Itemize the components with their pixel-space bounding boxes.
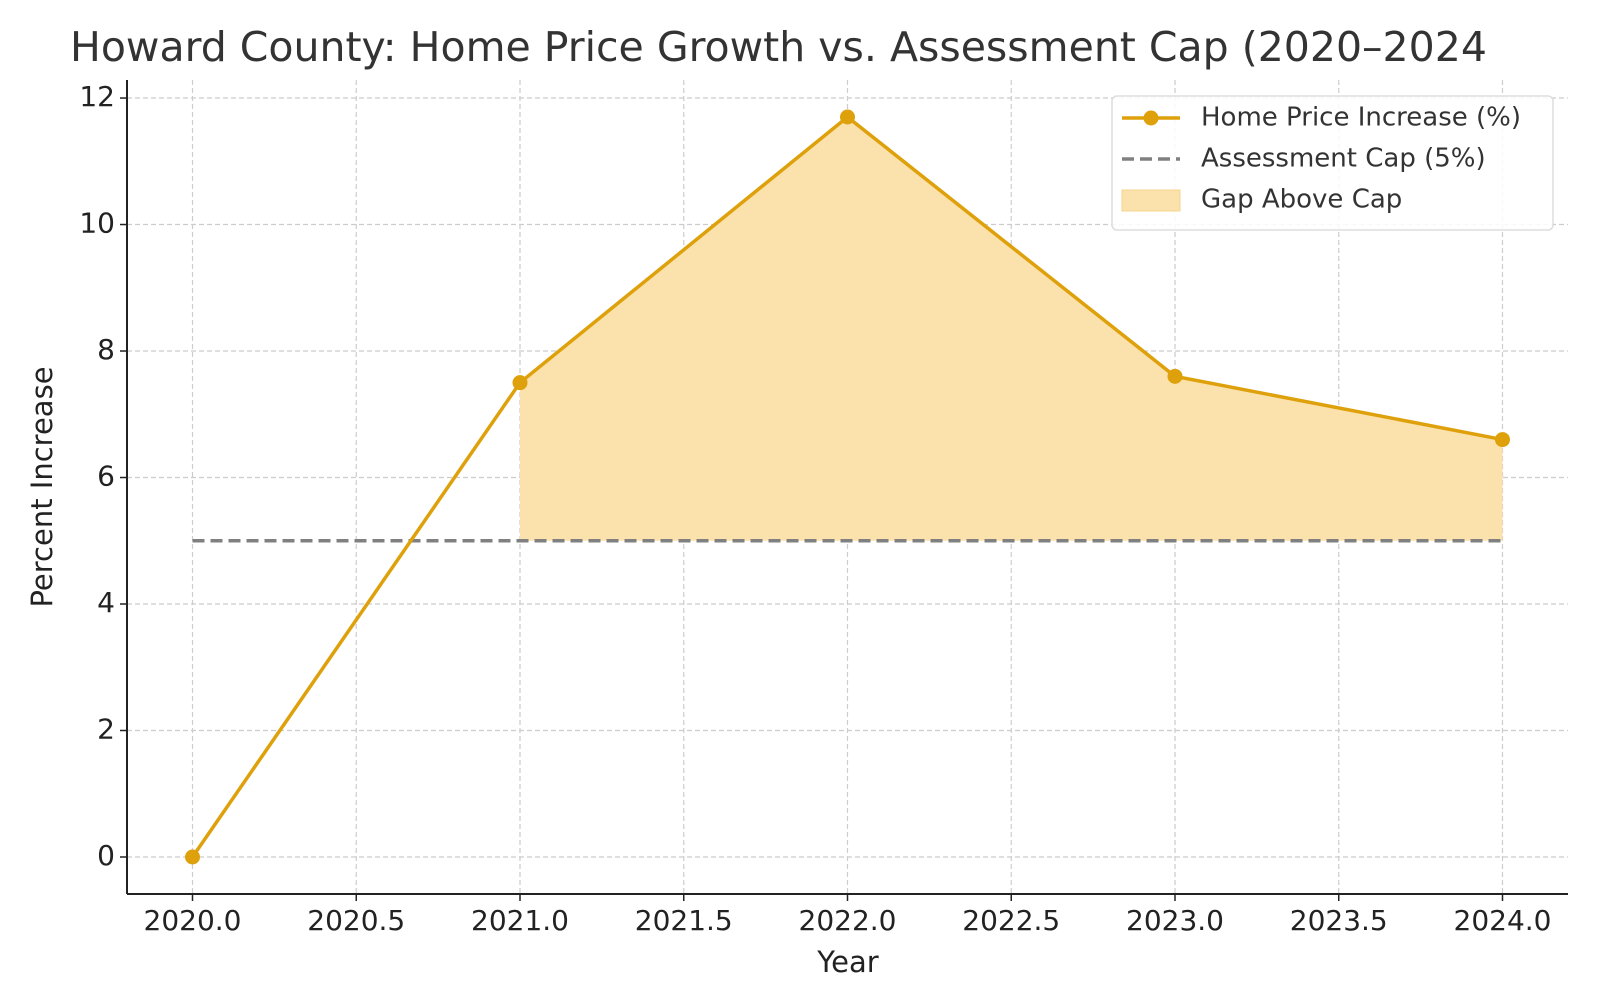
legend-swatch: [1121, 189, 1181, 212]
x-tick-label: 2023.0: [1126, 904, 1224, 937]
x-tick-label: 2020.0: [144, 904, 242, 937]
legend-box: [1111, 95, 1554, 231]
x-tick-label: 2021.5: [635, 904, 733, 937]
y-tick-label: 2: [97, 713, 115, 746]
legend-label: Home Price Increase (%): [1201, 103, 1521, 133]
data-point: [840, 109, 855, 125]
chart-title: Howard County: Home Price Growth vs. Ass…: [70, 23, 1487, 71]
data-point: [1167, 368, 1183, 384]
x-tick-label: 2022.5: [962, 904, 1060, 937]
legend-marker: [1143, 110, 1159, 126]
y-axis-label: Percent Increase: [25, 366, 59, 607]
x-axis-label: Year: [816, 945, 878, 979]
x-tick-label: 2022.0: [799, 904, 897, 937]
x-tick-label: 2021.0: [471, 904, 569, 937]
gap-area: [520, 117, 1503, 541]
data-point: [1495, 432, 1510, 448]
data-point: [185, 849, 200, 865]
data-point: [512, 375, 528, 391]
legend-label: Assessment Cap (5%): [1201, 144, 1486, 174]
y-tick-label: 4: [97, 586, 115, 619]
y-tick-label: 10: [79, 207, 115, 240]
y-tick-label: 0: [97, 839, 115, 872]
x-tick-label: 2024.0: [1454, 904, 1552, 937]
y-tick-label: 12: [79, 80, 115, 113]
x-tick-label: 2023.5: [1290, 904, 1388, 937]
y-tick-label: 8: [97, 333, 115, 366]
x-tick-label: 2020.5: [307, 904, 405, 937]
y-tick-label: 6: [97, 460, 115, 493]
legend-label: Gap Above Cap: [1201, 185, 1402, 215]
